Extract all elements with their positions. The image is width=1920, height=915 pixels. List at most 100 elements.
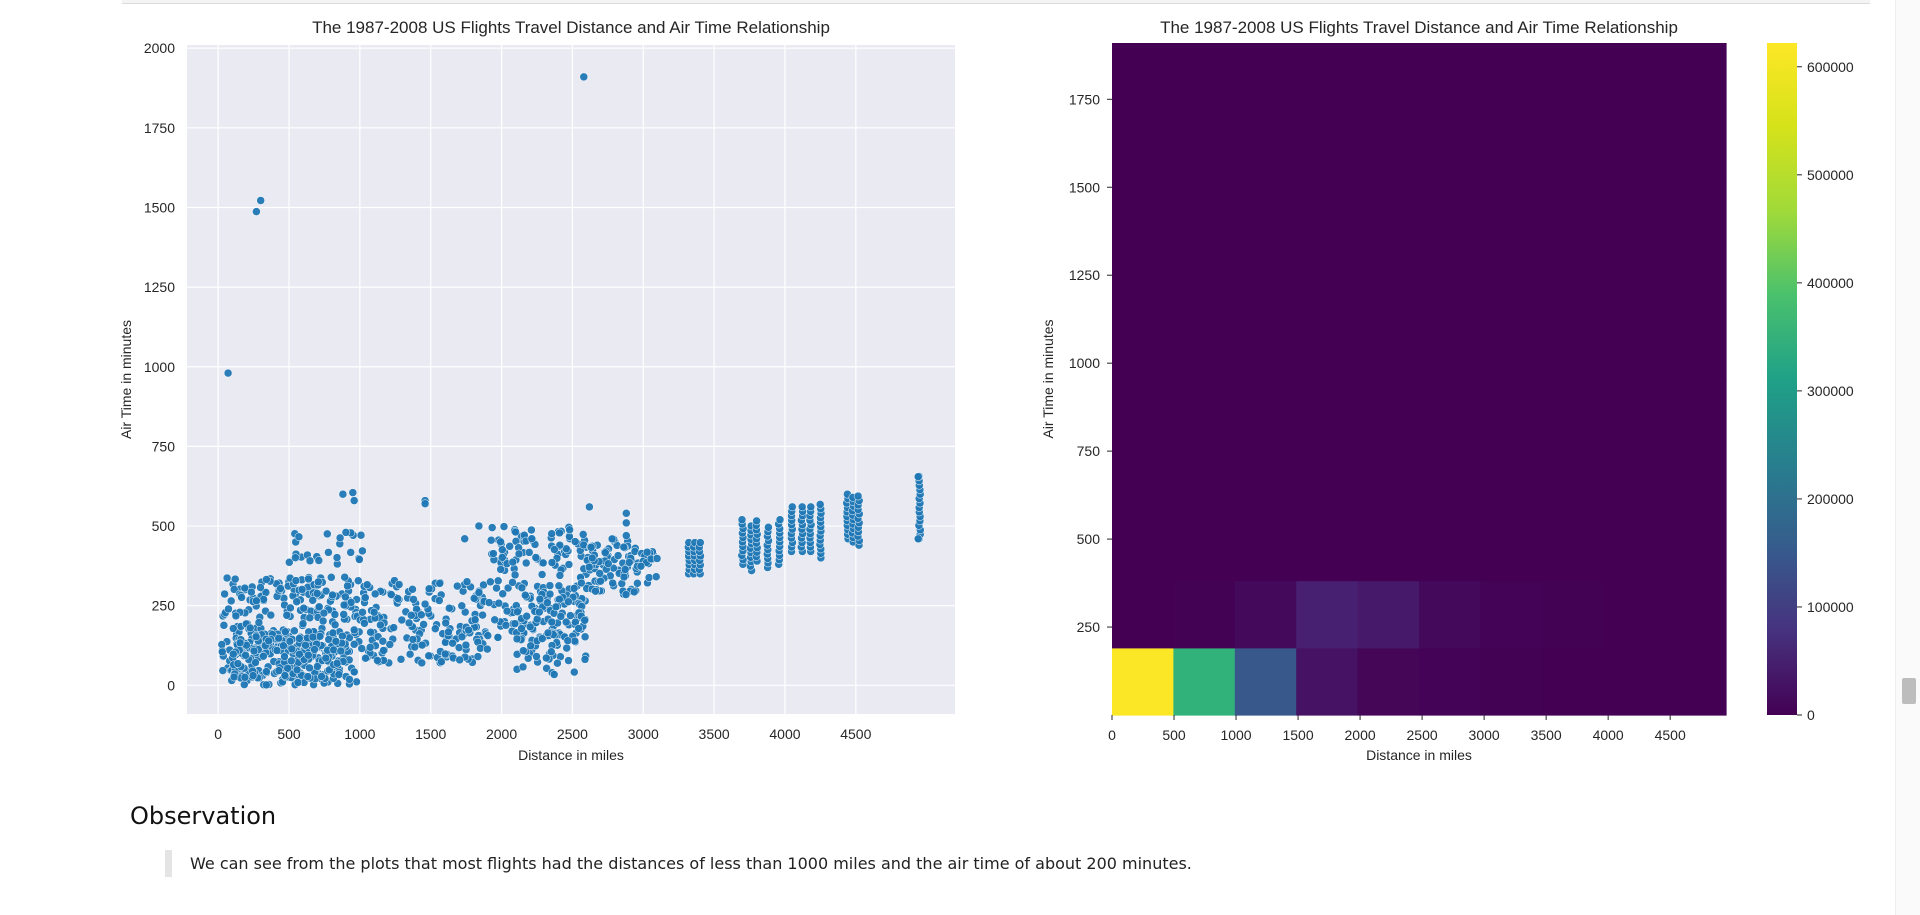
scatter-point bbox=[538, 634, 547, 643]
heatmap-cell bbox=[1173, 177, 1236, 246]
scatter-point bbox=[607, 534, 617, 544]
heatmap-cell bbox=[1664, 647, 1727, 716]
heatmap-cell bbox=[1603, 311, 1666, 380]
scatter-point bbox=[274, 666, 284, 675]
observation-text: We can see from the plots that most flig… bbox=[190, 854, 1192, 873]
scatter-point bbox=[554, 581, 564, 591]
scatter-point bbox=[620, 565, 630, 574]
scatter-point bbox=[324, 548, 333, 557]
heatmap-cell bbox=[1357, 43, 1420, 111]
scatter-point bbox=[550, 545, 559, 554]
scatter-point bbox=[224, 604, 233, 614]
scatter-y-tick-label: 1500 bbox=[144, 199, 175, 215]
scatter-point bbox=[490, 615, 499, 625]
heatmap-cell bbox=[1541, 647, 1604, 716]
scatter-point bbox=[629, 587, 639, 597]
scatter-point bbox=[596, 576, 605, 586]
scatter-x-tick-label: 4500 bbox=[840, 726, 871, 742]
heatmap-cell bbox=[1234, 446, 1297, 514]
heatmap-cell bbox=[1419, 311, 1481, 380]
scatter-point bbox=[218, 666, 228, 675]
heatmap-cell bbox=[1541, 513, 1604, 582]
heatmap-x-tick-label: 1000 bbox=[1220, 727, 1251, 743]
scatter-point bbox=[604, 559, 613, 568]
heatmap-cell bbox=[1419, 580, 1481, 649]
scatter-point bbox=[591, 586, 600, 596]
heatmap-cell bbox=[1480, 311, 1543, 380]
scatter-point bbox=[283, 664, 292, 673]
scatter-point bbox=[519, 646, 528, 655]
heatmap-cell bbox=[1296, 580, 1359, 649]
scatter-x-tick-label: 0 bbox=[214, 726, 222, 742]
heatmap-cell bbox=[1234, 379, 1297, 447]
heatmap-cell bbox=[1541, 379, 1604, 447]
scatter-point bbox=[470, 615, 480, 624]
scatter-point bbox=[492, 583, 501, 593]
scatter-point bbox=[262, 680, 271, 690]
heatmap-cell bbox=[1419, 513, 1481, 582]
heatmap-cell bbox=[1112, 446, 1174, 514]
heatmap-cell bbox=[1296, 311, 1359, 380]
scatter-point bbox=[329, 645, 338, 655]
scatter-point bbox=[346, 548, 355, 557]
heatmap-cell bbox=[1603, 379, 1666, 447]
scatter-point bbox=[361, 653, 370, 663]
scatter-point bbox=[505, 542, 514, 551]
scatter-point bbox=[287, 644, 297, 654]
heatmap-cell bbox=[1357, 647, 1420, 716]
scatter-point bbox=[420, 499, 430, 508]
scatter-point bbox=[287, 656, 296, 666]
heatmap-x-tick-label: 1500 bbox=[1282, 727, 1313, 743]
scatter-point bbox=[295, 649, 304, 659]
scatter-point bbox=[332, 553, 342, 562]
scatter-point bbox=[531, 553, 541, 562]
heatmap-x-tick-label: 2500 bbox=[1407, 727, 1438, 743]
heatmap-y-axis-label: Air Time in minutes bbox=[1040, 319, 1056, 438]
scatter-point bbox=[797, 502, 807, 512]
scatter-point bbox=[565, 525, 574, 535]
scatter-point bbox=[417, 610, 426, 620]
cell-top-border bbox=[122, 0, 1870, 4]
scatter-point bbox=[291, 576, 301, 585]
heatmap-cell bbox=[1664, 43, 1727, 111]
scatter-point bbox=[312, 589, 322, 598]
heatmap-x-tick-label: 2000 bbox=[1345, 727, 1376, 743]
scatter-point bbox=[543, 628, 553, 638]
scatter-point bbox=[532, 652, 541, 661]
scatter-point bbox=[513, 607, 522, 617]
scatter-point bbox=[448, 638, 457, 648]
scatter-point bbox=[619, 542, 629, 552]
scatter-point bbox=[229, 672, 239, 682]
scatter-point bbox=[547, 529, 556, 538]
scatter-point bbox=[293, 678, 303, 687]
scatter-point bbox=[310, 645, 319, 654]
scatter-point bbox=[303, 672, 313, 681]
scatter-point bbox=[376, 620, 385, 630]
scatter-point bbox=[457, 601, 467, 611]
scatter-point bbox=[358, 608, 367, 617]
scatter-point bbox=[537, 570, 547, 579]
heatmap-cell bbox=[1112, 647, 1174, 716]
scatter-point bbox=[230, 574, 240, 584]
scatter-point bbox=[272, 646, 282, 655]
scatter-point bbox=[527, 534, 537, 543]
heatmap-cell bbox=[1419, 244, 1481, 313]
heatmap-cell bbox=[1603, 177, 1666, 246]
scatter-point bbox=[469, 594, 479, 603]
scatter-point bbox=[542, 653, 551, 663]
scatter-point bbox=[501, 621, 511, 630]
scatter-point bbox=[349, 496, 359, 505]
page-scrollbar[interactable] bbox=[1895, 0, 1920, 915]
scatter-point bbox=[474, 588, 484, 597]
scatter-point bbox=[332, 659, 342, 668]
heatmap-plot: 0 500 1000 1500 2000 2500 3000 3500 4000 4500 250… bbox=[1040, 18, 1727, 763]
heatmap-cell bbox=[1296, 379, 1359, 447]
heatmap-x-tick-label: 4000 bbox=[1593, 727, 1624, 743]
scatter-point bbox=[574, 624, 583, 633]
scatter-point bbox=[512, 634, 522, 644]
scrollbar-thumb[interactable] bbox=[1902, 678, 1916, 704]
scatter-point bbox=[417, 658, 427, 668]
scatter-point bbox=[229, 649, 238, 659]
scatter-x-tick-label: 500 bbox=[277, 726, 301, 742]
scatter-point bbox=[499, 522, 509, 531]
